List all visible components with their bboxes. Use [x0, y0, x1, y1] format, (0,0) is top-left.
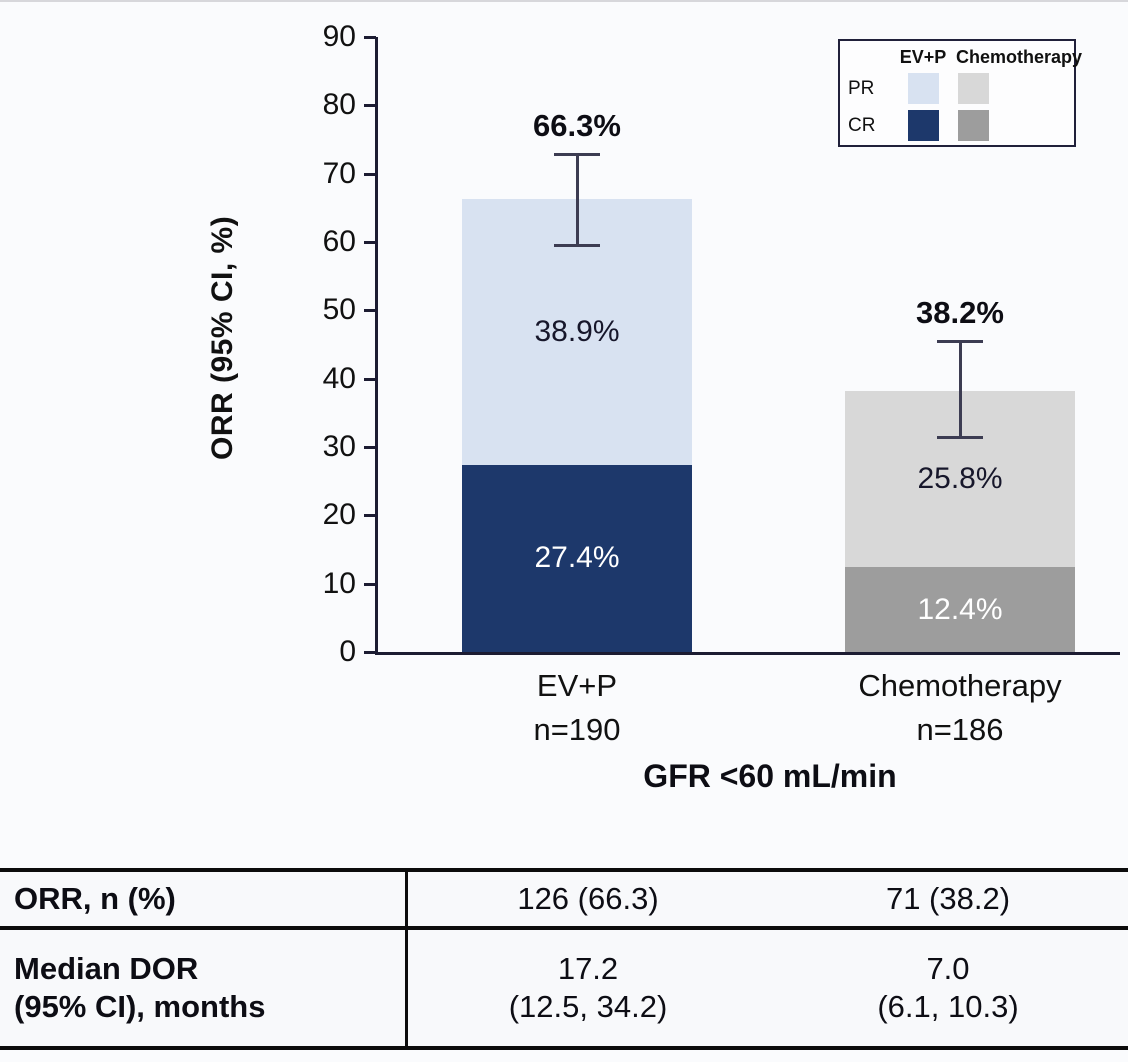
pr-value-label: 38.9%	[534, 314, 620, 348]
legend-swatch-cr-chemo	[958, 110, 989, 141]
row-label-text: ORR, n (%)	[14, 881, 176, 916]
table-cell-chemo-dor: 7.0 (6.1, 10.3)	[768, 930, 1128, 1046]
x-category-label: EV+P	[536, 668, 618, 703]
x-category-sublabel: n=190	[533, 712, 621, 747]
bar-segment-cr	[845, 567, 1075, 652]
y-tick-label: 50	[322, 293, 356, 327]
total-orr-label: 66.3%	[533, 108, 621, 144]
y-tick	[364, 36, 376, 39]
cell-text: 71 (38.2)	[885, 881, 1011, 916]
error-bar-cap-bottom	[554, 243, 600, 247]
x-axis-line	[375, 652, 1120, 655]
y-tick-label: 90	[322, 20, 356, 53]
legend-swatch-cr-evp	[907, 110, 939, 141]
table-row-orr: ORR, n (%) 126 (66.3) 71 (38.2)	[0, 872, 1128, 930]
cell-line1: 17.2	[557, 951, 619, 986]
table-row-label: Median DOR (95% CI), months	[0, 930, 408, 1046]
orr-stacked-bar-chart: ORR (95% CI, %) 0 10 20 30 40 50 60 70 80 90 38.9…	[0, 2, 1128, 862]
y-tick	[364, 514, 376, 518]
y-axis-line	[375, 37, 378, 655]
cr-value-label: 27.4%	[534, 541, 620, 575]
pr-value-label: 25.8%	[917, 462, 1003, 496]
table-row-label: ORR, n (%)	[0, 872, 408, 926]
row-label-line1: Median DOR	[14, 951, 199, 986]
y-tick	[364, 651, 376, 654]
y-tick-label: 0	[339, 635, 356, 668]
y-tick	[364, 582, 376, 586]
table-cell-evp-dor: 17.2 (12.5, 34.2)	[408, 930, 768, 1046]
chart-legend: EV+P Chemotherapy PR CR	[838, 39, 1083, 147]
cr-value-label: 12.4%	[917, 592, 1003, 626]
total-orr-label: 38.2%	[916, 295, 1004, 331]
legend-swatch-pr-chemo	[958, 73, 989, 104]
row-label-line2: (95% CI), months	[14, 989, 266, 1024]
x-category-sublabel: n=186	[916, 712, 1004, 747]
stats-table: ORR, n (%) 126 (66.3) 71 (38.2) Median D…	[0, 868, 1128, 1050]
y-tick-label: 60	[322, 225, 356, 258]
legend-column-header: EV+P	[899, 46, 947, 67]
cell-text: 126 (66.3)	[517, 881, 659, 916]
table-cell-evp-orr: 126 (66.3)	[408, 872, 768, 926]
y-tick	[364, 309, 376, 313]
y-tick	[364, 172, 376, 176]
y-tick-label: 10	[322, 566, 356, 600]
y-tick-label: 80	[322, 88, 356, 122]
error-bar-line	[958, 340, 962, 439]
y-tick-label: 30	[322, 430, 356, 463]
legend-column-header: Chemotherapy	[956, 46, 1083, 67]
cell-line2: (6.1, 10.3)	[877, 989, 1019, 1024]
cell-line1: 7.0	[926, 951, 970, 986]
y-tick-label: 20	[322, 498, 356, 532]
legend-swatch-pr-evp	[907, 73, 939, 104]
bar-segment-cr	[462, 464, 692, 652]
legend-row-label: PR	[848, 77, 875, 99]
cell-line2: (12.5, 34.2)	[508, 989, 668, 1024]
y-tick	[364, 446, 376, 449]
x-axis-title: GFR <60 mL/min	[643, 758, 897, 794]
error-bar-cap-top	[554, 153, 600, 157]
y-tick-label: 40	[322, 361, 356, 395]
error-bar-cap-bottom	[937, 435, 983, 439]
y-tick-label: 70	[322, 156, 356, 190]
x-category-label: Chemotherapy	[858, 668, 1062, 703]
y-axis-title: ORR (95% CI, %)	[206, 215, 239, 461]
table-cell-chemo-orr: 71 (38.2)	[768, 872, 1128, 926]
legend-row-label: CR	[848, 114, 876, 136]
y-tick	[364, 377, 376, 381]
error-bar-cap-top	[937, 340, 983, 344]
error-bar-line	[575, 153, 579, 247]
y-tick	[364, 241, 376, 244]
y-tick	[364, 104, 376, 108]
table-row-dor: Median DOR (95% CI), months 17.2 (12.5, …	[0, 930, 1128, 1046]
